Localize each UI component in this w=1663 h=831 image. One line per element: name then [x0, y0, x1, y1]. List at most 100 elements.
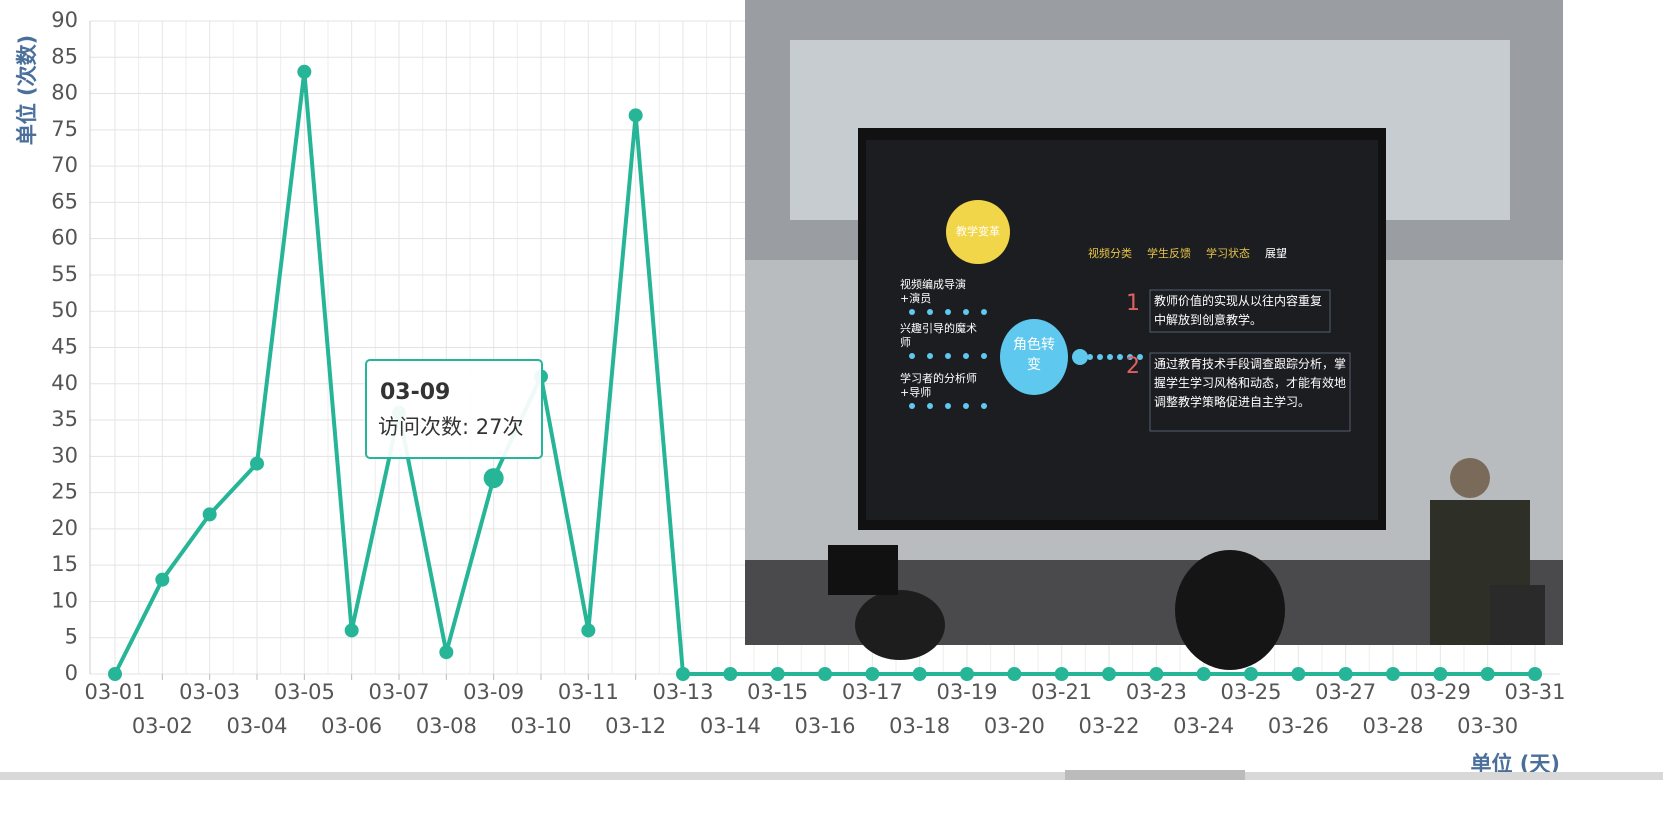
x-tick-label: 03-15: [747, 680, 808, 704]
y-tick-label: 25: [51, 480, 78, 504]
x-tick-label: 03-22: [1078, 714, 1139, 738]
dot: [909, 309, 915, 315]
dot: [1097, 354, 1103, 360]
center-circle: [1000, 319, 1068, 395]
y-tick-label: 40: [51, 371, 78, 395]
y-tick-label: 50: [51, 298, 78, 322]
dot: [1087, 354, 1093, 360]
x-tick-label: 03-24: [1173, 714, 1234, 738]
point: [1196, 667, 1211, 681]
y-tick-label: 30: [51, 443, 78, 467]
x-tick-label: 03-09: [463, 680, 524, 704]
point: [344, 623, 359, 638]
x-tick-label: 03-07: [368, 680, 429, 704]
x-tick-label: 03-10: [510, 714, 571, 738]
dot: [927, 309, 933, 315]
x-tick-label: 03-06: [321, 714, 382, 738]
point: [628, 108, 643, 123]
point-box: [1149, 352, 1351, 432]
x-tick-label: 03-18: [889, 714, 950, 738]
point: [723, 667, 738, 681]
point: [1433, 667, 1448, 681]
point: [483, 468, 504, 489]
point: [1149, 667, 1164, 681]
x-tick-label: 03-17: [842, 680, 903, 704]
point: [1480, 667, 1495, 681]
slide-tab: 视频分类: [1088, 246, 1132, 260]
point: [912, 667, 927, 681]
dot: [981, 353, 987, 359]
y-tick-label: 75: [51, 117, 78, 141]
point: [155, 572, 170, 587]
point-number: 2: [1126, 354, 1140, 379]
point: [865, 667, 880, 681]
y-tick-label: 10: [51, 588, 78, 612]
x-tick-label: 03-25: [1220, 680, 1281, 704]
center-text: 角色转变: [1013, 337, 1055, 373]
x-tick-label: 03-14: [700, 714, 761, 738]
point: [581, 623, 596, 638]
point: [960, 667, 974, 681]
point: [818, 667, 832, 681]
center: 角色转变: [1013, 337, 1055, 373]
y-tick-label: 5: [65, 625, 78, 649]
dot: [1137, 354, 1143, 360]
tooltip-label: 访问次数: 27次: [378, 415, 523, 439]
role-text: 视频编成导演+演员: [900, 278, 966, 305]
point-number: 1: [1126, 291, 1140, 316]
x-tick-label: 03-29: [1410, 680, 1471, 704]
x-tick-label: 03-05: [274, 680, 335, 704]
x-tick-label: 03-03: [179, 680, 240, 704]
dot: [927, 403, 933, 409]
student: [855, 590, 945, 660]
x-tick-label: 03-12: [605, 714, 666, 738]
x-tick-label: 03-02: [132, 714, 193, 738]
badge: [946, 200, 1010, 264]
slide-badge: 教学变革: [956, 224, 1000, 238]
dot: [927, 353, 933, 359]
head: [1450, 458, 1490, 498]
y-tick-label: 35: [51, 407, 78, 431]
point: [250, 456, 264, 471]
role-text: 学习者的分析师+导师: [900, 372, 977, 399]
y-axis-label: 单位 (次数): [15, 35, 39, 146]
dot: [945, 309, 951, 315]
slide-tab: 展望: [1265, 247, 1287, 260]
x-tick-label: 03-23: [1126, 680, 1187, 704]
slide-tab: 学生反馈: [1147, 246, 1191, 260]
y-tick-label: 90: [51, 8, 78, 32]
scrollbar: [0, 772, 1663, 780]
x-tick-label: 03-13: [652, 680, 713, 704]
x-tick-label: 03-30: [1457, 714, 1518, 738]
dot: [963, 309, 969, 315]
point-text: 教师价值的实现从以往内容重复中解放到创意教学。: [1154, 294, 1323, 327]
point: [108, 667, 122, 681]
x-tick-label: 03-08: [416, 714, 477, 738]
x-tick-label: 03-26: [1268, 714, 1329, 738]
y-tick-label: 85: [51, 44, 78, 68]
x-tick-label: 03-11: [558, 680, 619, 704]
dot: [981, 403, 987, 409]
point: [1244, 667, 1258, 681]
y-tick-label: 45: [51, 335, 78, 359]
y-tick-label: 70: [51, 153, 78, 177]
x-tick-label: 03-28: [1362, 714, 1423, 738]
slide-tab: 学习状态: [1206, 246, 1250, 260]
point-text-text: 教师价值的实现从以往内容重复中解放到创意教学。: [1154, 294, 1323, 327]
dot: [909, 403, 915, 409]
point-box: [1149, 289, 1331, 333]
y-tick-label: 60: [51, 226, 78, 250]
point: [1102, 667, 1116, 681]
tooltip-title: 03-09: [380, 380, 450, 405]
y-tick-label: 65: [51, 189, 78, 213]
x-tick-label: 03-31: [1504, 680, 1565, 704]
tooltip-box: [365, 359, 543, 459]
dot: [963, 353, 969, 359]
x-tick-label: 03-21: [1031, 680, 1092, 704]
role-text: 兴趣引导的魔术师: [900, 322, 977, 349]
role: 视频编成导演+演员: [900, 278, 966, 305]
scrollbar-thumb[interactable]: [1065, 770, 1245, 780]
student: [1175, 550, 1285, 670]
x-tick-label: 03-01: [84, 680, 145, 704]
